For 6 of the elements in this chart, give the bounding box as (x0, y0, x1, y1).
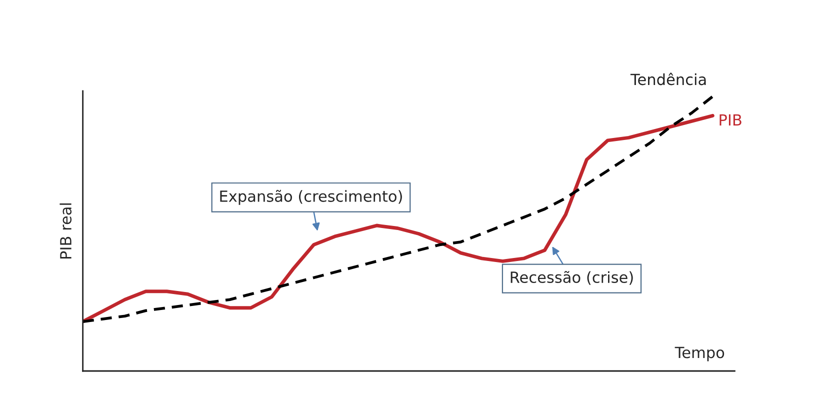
annotation: Expansão (crescimento) (220, 190, 402, 205)
series-label: PIB (720, 114, 742, 126)
annotation: Recessão (crise) (510, 270, 633, 285)
x-axis-title: Tempo (674, 346, 724, 362)
y-axis-title: PIB real (60, 203, 72, 258)
series-label: Tendência (630, 72, 706, 86)
